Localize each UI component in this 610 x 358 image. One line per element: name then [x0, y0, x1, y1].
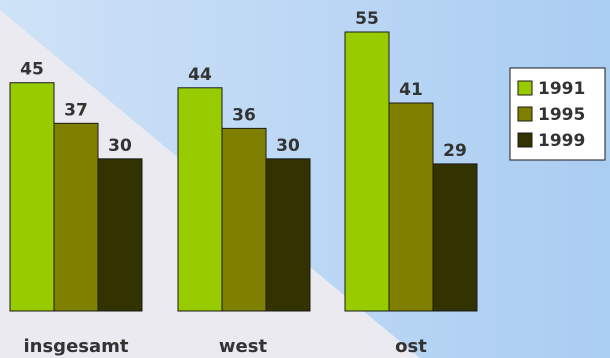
legend-label-1991: 1991 — [538, 79, 585, 99]
category-label-insgesamt: insgesamt — [23, 336, 128, 357]
category-labels-group: insgesamt west ost — [23, 336, 427, 357]
bar-ost-1991 — [344, 31, 390, 312]
value-label-west-1995: 36 — [232, 105, 256, 125]
value-label-ost-1999: 29 — [443, 141, 467, 161]
bar-ost-1999 — [432, 163, 478, 312]
value-label-ost-1991: 55 — [355, 9, 379, 29]
value-label-insgesamt-1999: 30 — [108, 136, 132, 156]
bar-ost-1995 — [388, 102, 434, 312]
legend-label-1999: 1999 — [538, 131, 585, 151]
bar-west-1991 — [177, 87, 223, 312]
legend-swatch-1999 — [517, 132, 533, 148]
category-label-ost: ost — [395, 336, 427, 357]
value-label-insgesamt-1991: 45 — [20, 60, 44, 80]
value-label-ost-1995: 41 — [399, 80, 423, 100]
value-label-west-1999: 30 — [276, 136, 300, 156]
value-labels-group: 45 37 30 44 36 30 55 41 29 — [20, 9, 467, 161]
bar-insgesamt-1999 — [97, 158, 143, 312]
bar-insgesamt-1995 — [53, 122, 99, 312]
bar-west-1995 — [221, 127, 267, 312]
bar-insgesamt-1991 — [9, 82, 55, 312]
bar-west-1999 — [265, 158, 311, 312]
legend: 1991 1995 1999 — [509, 67, 606, 161]
category-label-west: west — [219, 336, 268, 357]
legend-swatch-1995 — [517, 106, 533, 122]
bars-group — [9, 31, 478, 312]
legend-label-1995: 1995 — [538, 105, 585, 125]
value-label-insgesamt-1995: 37 — [64, 100, 88, 120]
legend-swatch-1991 — [517, 80, 533, 96]
value-label-west-1991: 44 — [188, 65, 212, 85]
